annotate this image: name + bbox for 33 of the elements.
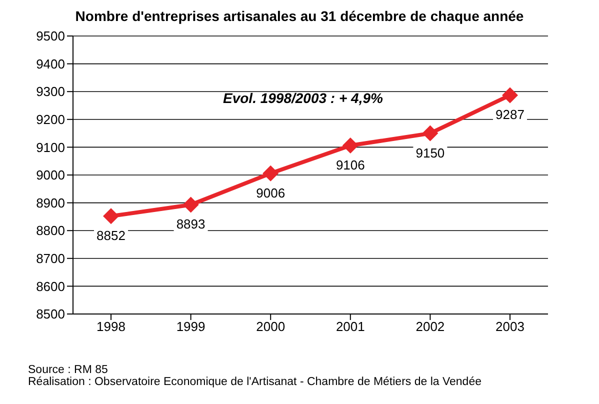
point — [103, 208, 119, 224]
chart-title: Nombre d'entreprises artisanales au 31 décembre de chaque année — [74, 8, 525, 24]
x-tick-label: 1998 — [96, 319, 126, 334]
point — [422, 125, 438, 142]
y-tick-label: 9100 — [36, 140, 65, 155]
data-label: 9287 — [496, 107, 524, 122]
y-tick-label: 8700 — [36, 251, 65, 266]
x-tick-label: 2000 — [256, 319, 286, 334]
source-note: Source : RM 85 — [28, 364, 109, 376]
y-tick-label: 8600 — [36, 278, 65, 294]
y-tick-label: 8500 — [36, 306, 65, 322]
x-tick-label: 1999 — [176, 319, 206, 334]
point — [262, 165, 279, 182]
data-label: 8852 — [96, 228, 126, 244]
data-label: 9150 — [416, 145, 445, 160]
y-tick-label: 8900 — [36, 195, 65, 210]
y-tick-label: 8800 — [36, 223, 65, 238]
data-label: 8893 — [176, 216, 206, 232]
y-tick-label: 9000 — [36, 168, 65, 183]
x-tick-label: 2001 — [336, 319, 365, 334]
y-tick-label: 9400 — [36, 56, 65, 72]
x-tick-label: 2003 — [496, 319, 524, 334]
y-tick-label: 9200 — [36, 112, 65, 128]
data-label: 9106 — [336, 158, 365, 173]
annotation: Evol. 1998/2003 : + 4,9% — [223, 90, 383, 106]
x-tick-label: 2002 — [416, 319, 445, 334]
text: Réalisation : Observatoire Economique de l'Artisanat - Chambre de Métiers de la Vendée — [28, 376, 482, 388]
point — [502, 87, 518, 104]
y-tick-label: 9500 — [36, 28, 65, 44]
y-tick-label: 9300 — [36, 84, 65, 100]
point — [182, 196, 199, 213]
point — [342, 138, 358, 154]
data-label: 9006 — [256, 185, 286, 200]
